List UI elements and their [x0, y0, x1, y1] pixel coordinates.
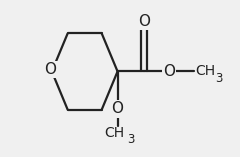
Text: 3: 3	[216, 72, 223, 85]
Text: CH: CH	[104, 126, 124, 140]
Text: O: O	[138, 14, 150, 29]
Text: O: O	[112, 101, 124, 116]
Text: O: O	[44, 62, 56, 77]
Text: 3: 3	[127, 133, 135, 146]
Text: CH: CH	[195, 65, 216, 78]
Text: O: O	[163, 64, 175, 79]
